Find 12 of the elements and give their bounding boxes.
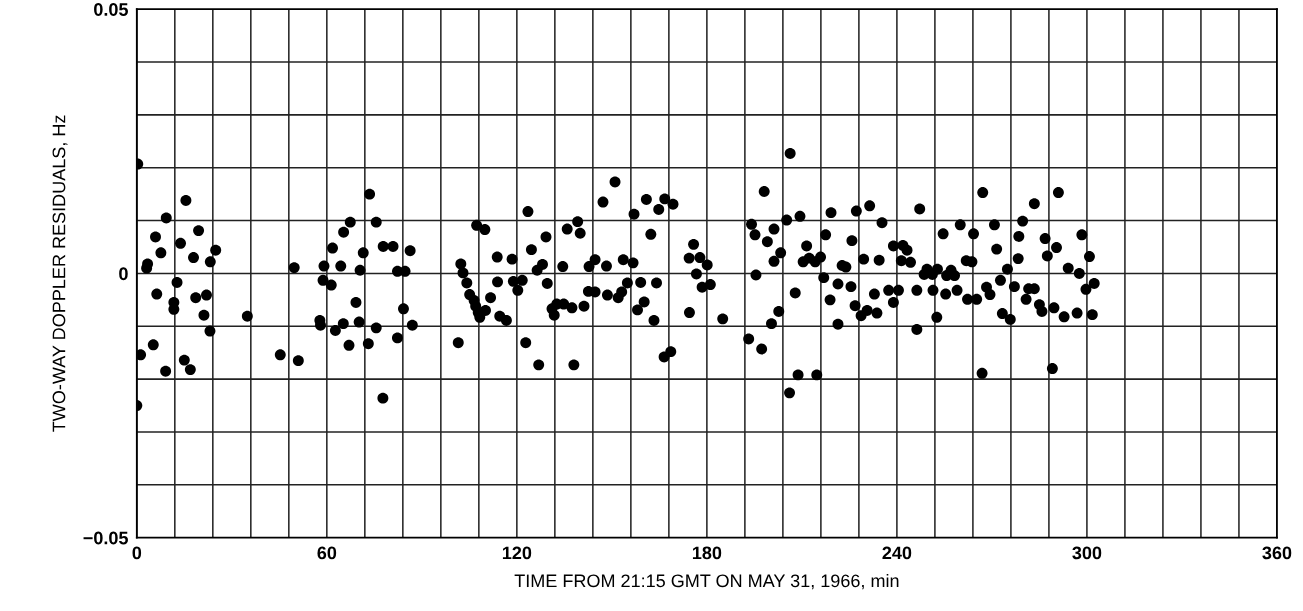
y-axis-title: TWO-WAY DOPPLER RESIDUALS, Hz	[52, 115, 68, 432]
x-axis-title: TIME FROM 21:15 GMT ON MAY 31, 1966, min	[514, 573, 899, 590]
x-tick-label: 360	[1262, 546, 1292, 560]
x-tick-label: 240	[882, 546, 912, 560]
x-tick-label: 0	[132, 546, 142, 560]
y-tick-label: 0	[119, 267, 128, 281]
y-tick-label: −0.05	[83, 531, 128, 545]
x-tick-label: 60	[317, 546, 337, 560]
x-tick-label: 180	[692, 546, 722, 560]
x-tick-label: 120	[502, 546, 532, 560]
y-tick-label: 0.05	[94, 3, 128, 16]
x-tick-label: 300	[1072, 546, 1102, 560]
